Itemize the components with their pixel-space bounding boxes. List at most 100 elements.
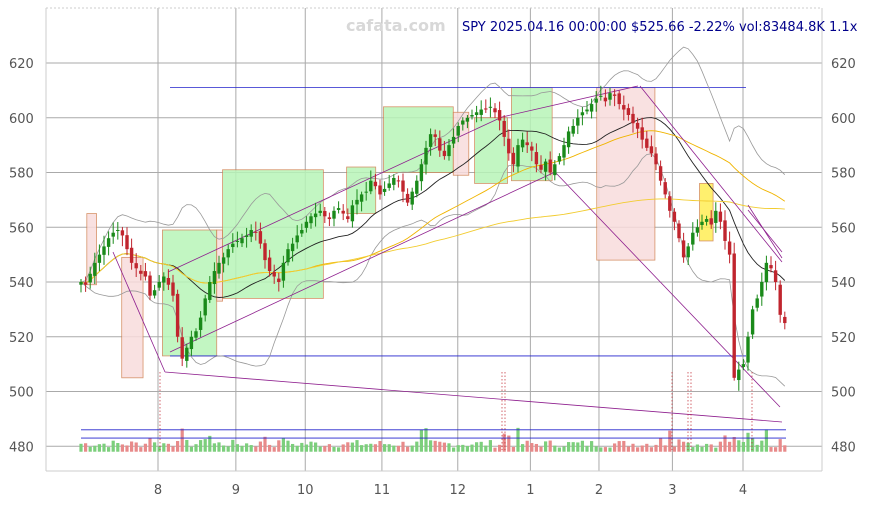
candle-body: [645, 138, 649, 148]
candle-body: [249, 229, 253, 237]
y-tick-label-right: 500: [831, 386, 856, 401]
volume-bar: [438, 441, 442, 452]
volume-bar: [277, 440, 281, 452]
volume-bar: [456, 445, 460, 452]
volume-bar: [419, 429, 423, 452]
candle-body: [208, 282, 212, 300]
candle-body: [576, 117, 580, 126]
volume-bar: [281, 438, 285, 452]
candle-body: [198, 317, 203, 330]
volume-bar: [484, 445, 488, 452]
candle-body: [447, 145, 451, 157]
candle-body: [681, 240, 686, 258]
candle-body: [116, 229, 120, 231]
volume-bar: [723, 435, 727, 452]
volume-bar: [553, 445, 557, 452]
candle-body: [599, 95, 603, 97]
candle-body: [530, 146, 534, 151]
candle-body: [392, 177, 396, 185]
candle-body: [451, 136, 456, 144]
volume-bar: [323, 445, 327, 452]
candle-body: [516, 145, 520, 167]
volume-bar: [613, 443, 617, 452]
volume-bar: [705, 443, 709, 452]
volume-bar: [291, 443, 295, 452]
candle-body: [760, 282, 764, 297]
candle-body: [263, 243, 267, 261]
candle-body: [746, 336, 750, 363]
y-tick-label-left: 500: [9, 386, 34, 401]
volume-bar: [88, 446, 92, 452]
volume-bar: [263, 436, 267, 452]
candle-body: [672, 211, 677, 222]
candle-body: [212, 271, 217, 285]
candle-body: [88, 273, 92, 283]
candle-body: [83, 282, 88, 285]
volume-bar: [530, 443, 534, 452]
candle-body: [346, 216, 350, 220]
volume-bar: [493, 447, 497, 452]
candle-body: [474, 112, 479, 116]
candle-body: [415, 180, 419, 194]
volume-bar: [203, 439, 207, 452]
candle-body: [405, 193, 410, 203]
bollinger-upper: [80, 46, 786, 283]
candle-body: [175, 293, 180, 337]
candle-body: [525, 142, 529, 146]
volume-bar: [783, 445, 787, 452]
candle-body: [272, 271, 276, 277]
candle-body: [704, 219, 709, 222]
volume-bar: [585, 445, 589, 452]
candle-body: [718, 211, 723, 222]
volume-bar: [139, 447, 143, 452]
candle-body: [566, 131, 571, 148]
volume-bar: [189, 446, 193, 452]
volume-bar: [461, 444, 465, 452]
candle-body: [309, 216, 313, 224]
volume-bar: [709, 444, 713, 452]
volume-bar: [272, 447, 276, 452]
candle-body: [304, 221, 309, 228]
volume-bar: [373, 444, 377, 452]
volume-bar: [442, 442, 446, 452]
volume-bar: [608, 447, 612, 452]
volume-bar: [295, 445, 299, 452]
candle-body: [235, 240, 240, 242]
candle-body: [171, 282, 175, 296]
candle-body: [277, 278, 281, 282]
volume-bar: [199, 440, 203, 452]
volume-bar: [429, 440, 433, 452]
candle-body: [355, 199, 359, 205]
volume-bar: [488, 440, 492, 452]
x-tick-label: 3: [668, 483, 676, 498]
candle-body: [557, 156, 562, 162]
volume-bar: [659, 438, 663, 452]
candle-body: [520, 139, 525, 148]
candle-body: [341, 210, 345, 214]
candle-body: [479, 109, 483, 115]
y-tick-label-left: 580: [9, 167, 34, 182]
candle-body: [396, 180, 401, 182]
volume-bar: [700, 446, 704, 452]
range-box: [596, 87, 656, 261]
candle-body: [194, 331, 198, 338]
volume-bar: [130, 441, 134, 452]
candle-body: [387, 183, 391, 188]
volume-bar: [332, 447, 336, 452]
candle-body: [364, 191, 368, 193]
volume-bar: [350, 442, 354, 452]
volume-bar: [93, 445, 97, 452]
candle-body: [534, 152, 539, 165]
volume-bar: [304, 444, 308, 452]
candle-body: [281, 262, 286, 281]
volume-bar: [695, 444, 699, 452]
volume-bar: [594, 446, 598, 452]
volume-bar: [737, 440, 741, 452]
volume-bar: [134, 442, 138, 452]
volume-bar: [240, 445, 244, 452]
volume-bar: [580, 440, 584, 452]
volume-bar: [125, 445, 129, 452]
candle-body: [313, 213, 318, 218]
candle-body: [773, 270, 778, 282]
